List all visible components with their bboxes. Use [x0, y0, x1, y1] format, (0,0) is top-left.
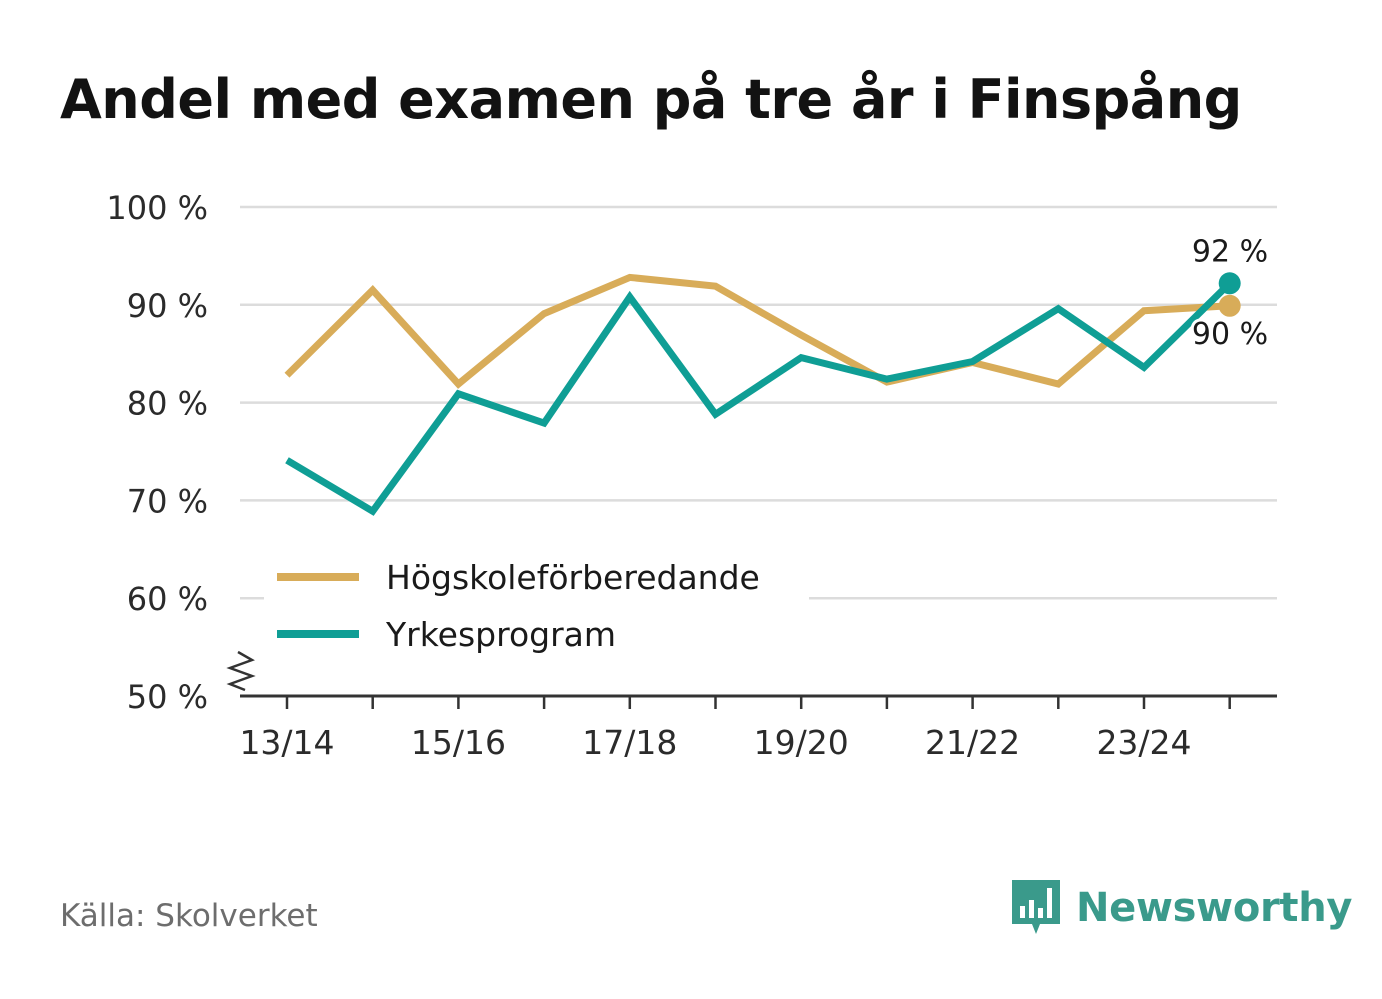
y-tick-label: 60 %: [127, 580, 208, 618]
y-tick-label: 50 %: [127, 678, 208, 716]
legend-label: Högskoleförberedande: [386, 558, 760, 597]
chart-title: Andel med examen på tre år i Finspång: [60, 68, 1242, 131]
series-line: [285, 280, 1233, 516]
x-tick-label: 13/14: [239, 723, 334, 762]
y-tick-label: 80 %: [127, 385, 208, 423]
axis-break-icon: [226, 650, 256, 692]
series-end-point: [1218, 294, 1241, 317]
x-tick-label: 21/22: [925, 723, 1020, 762]
x-tick-label: 15/16: [411, 723, 506, 762]
series-line: [284, 273, 1230, 389]
brand-name: Newsworthy: [1076, 885, 1353, 931]
newsworthy-logo-icon: [1012, 880, 1060, 934]
x-tick-label: 19/20: [754, 723, 849, 762]
y-tick-label: 90 %: [127, 287, 208, 325]
legend: Högskoleförberedande Yrkesprogram: [264, 545, 809, 657]
end-value-label: 92 %: [1192, 234, 1268, 269]
source-note: Källa: Skolverket: [60, 898, 318, 934]
end-value-label: 90 %: [1192, 317, 1268, 352]
legend-background: [264, 545, 809, 657]
x-tick-label: 23/24: [1096, 723, 1191, 762]
x-tick-label: 17/18: [582, 723, 677, 762]
brand: Newsworthy: [1010, 878, 1353, 938]
y-tick-label: 100 %: [106, 189, 208, 227]
y-tick-label: 70 %: [127, 482, 208, 520]
legend-label: Yrkesprogram: [385, 615, 616, 654]
series-end-point: [1218, 272, 1241, 295]
